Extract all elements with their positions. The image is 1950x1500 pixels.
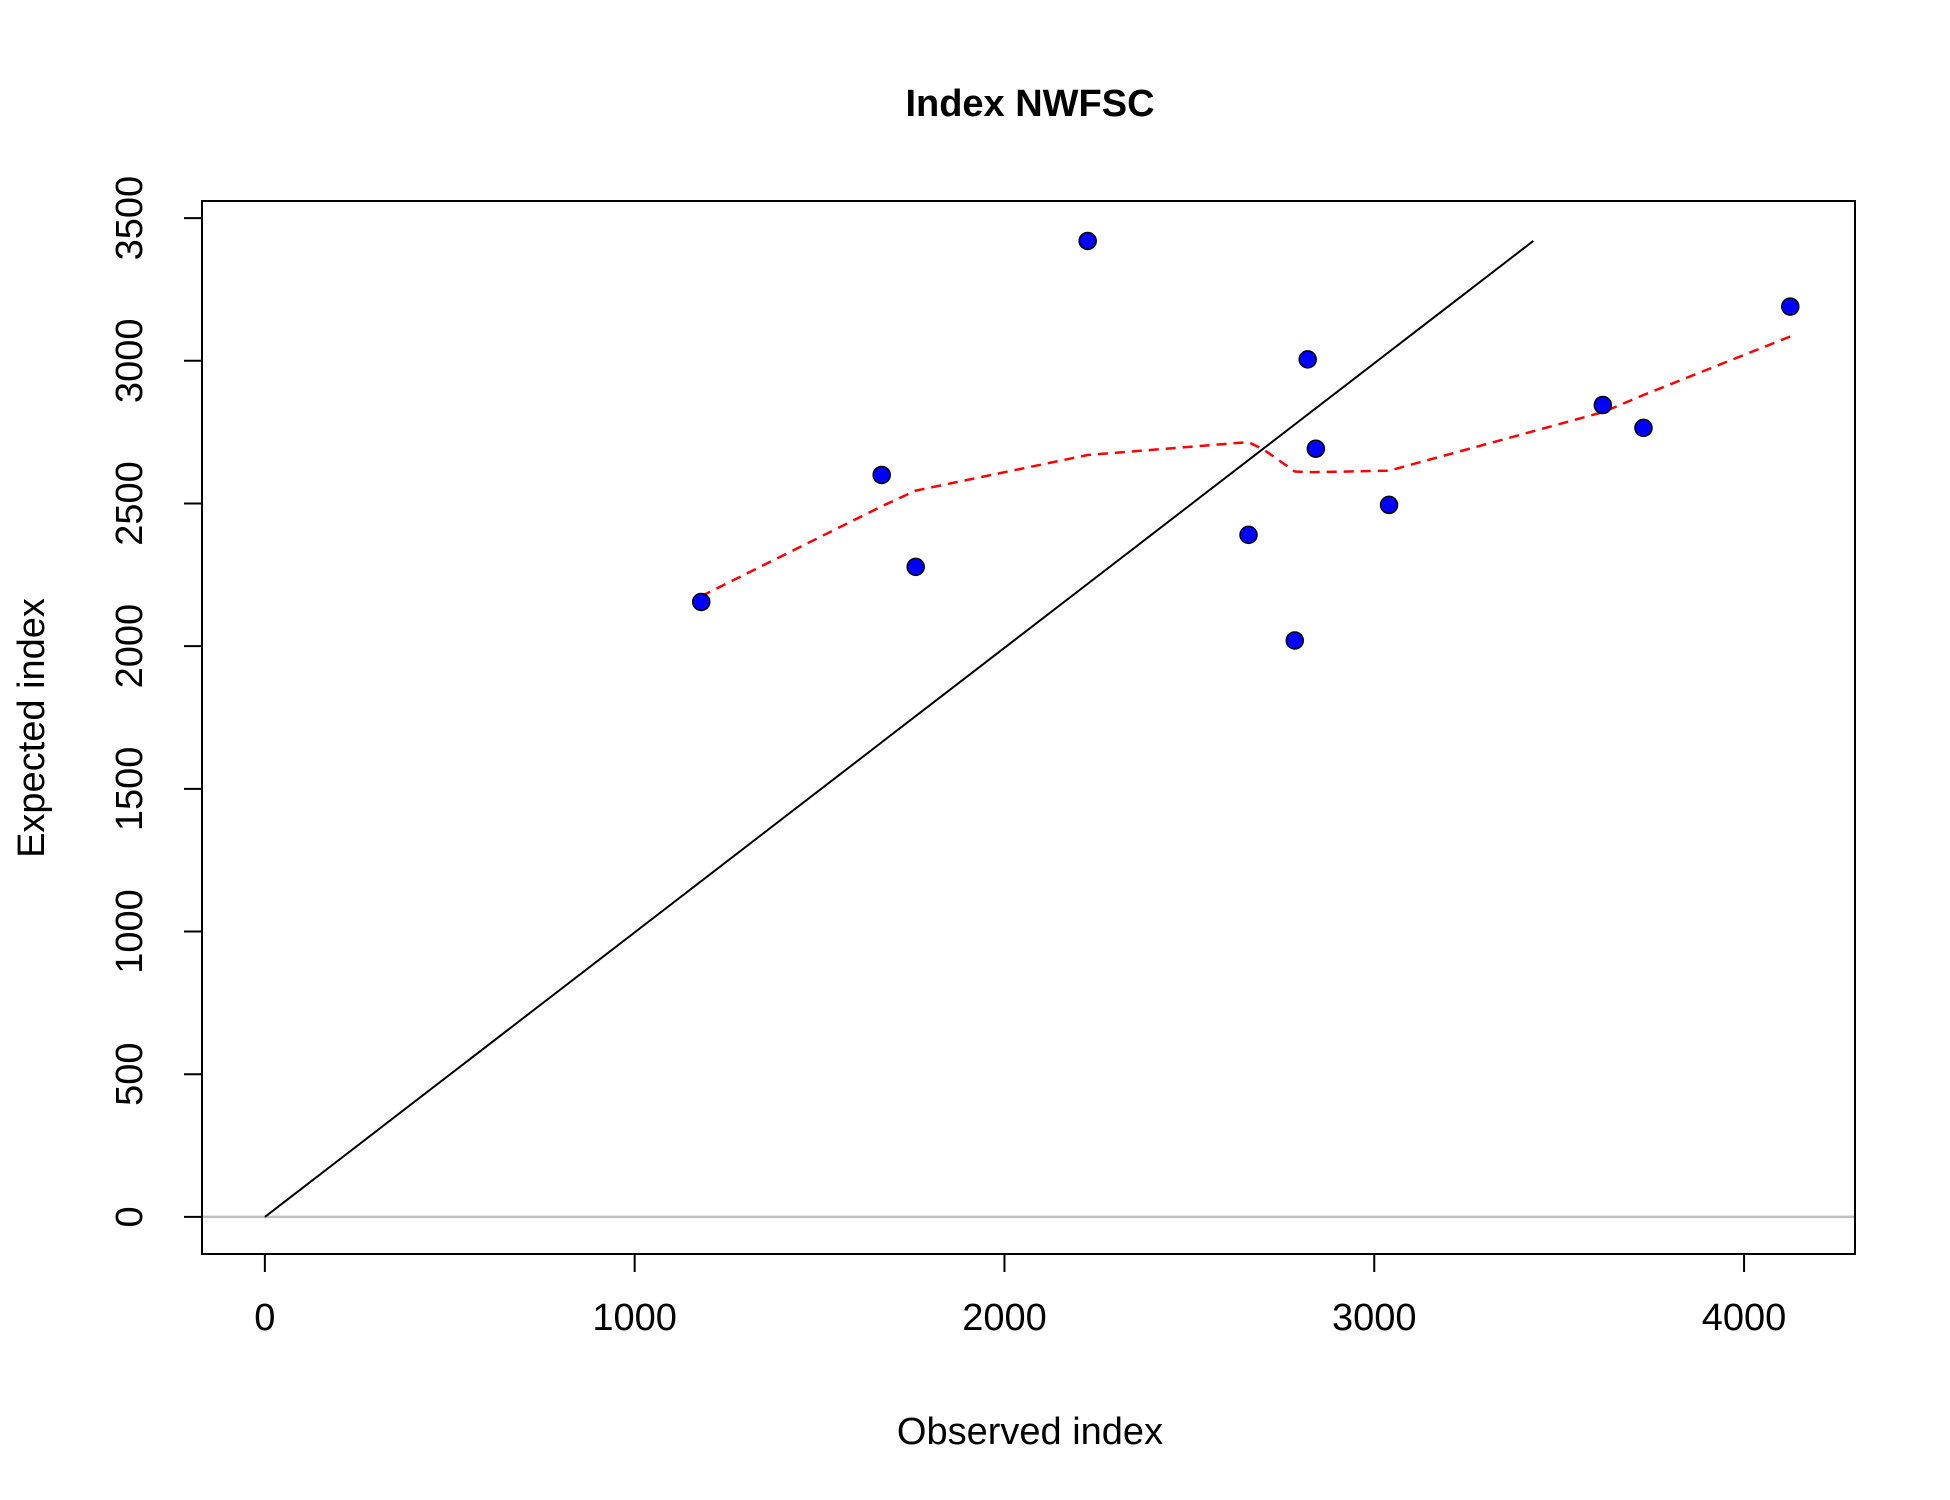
data-point (1078, 231, 1097, 251)
y-tick-label: 3000 (109, 319, 151, 404)
data-point (872, 465, 891, 485)
smoother-line (700, 335, 1791, 598)
y-tick-label: 0 (109, 1206, 151, 1227)
y-tick-label: 1500 (109, 747, 151, 832)
data-point (1285, 631, 1305, 650)
y-axis-label: Expected index (11, 598, 53, 858)
data-point (1593, 395, 1613, 415)
y-tick-label: 2000 (109, 604, 151, 689)
y-tick-label: 2500 (109, 461, 151, 546)
x-tick-label: 2000 (962, 1297, 1047, 1339)
x-tick-label: 1000 (592, 1297, 677, 1339)
y-tick-label: 1000 (109, 889, 151, 974)
data-point (1298, 350, 1317, 369)
y-tick-label: 500 (109, 1043, 151, 1106)
reference-line (264, 240, 1534, 1218)
chart-title: Index NWFSC (905, 83, 1154, 125)
y-axis: 0 500 1000 1500 2000 2500 3000 3500 (109, 176, 203, 1227)
data-point (1379, 495, 1399, 515)
x-tick-label: 0 (254, 1297, 275, 1339)
y-tick-label: 3500 (109, 176, 151, 261)
x-tick-label: 4000 (1702, 1297, 1787, 1339)
x-tick-label: 3000 (1332, 1297, 1417, 1339)
data-point (1239, 525, 1258, 545)
x-axis-label: Observed index (897, 1411, 1163, 1453)
x-axis: 0 1000 2000 3000 4000 (254, 1253, 1787, 1339)
data-point (1306, 439, 1326, 458)
data-point (1781, 297, 1800, 316)
data-point (1634, 418, 1653, 438)
data-point (691, 592, 711, 612)
plot-frame (201, 200, 1856, 1255)
data-point (906, 557, 925, 577)
